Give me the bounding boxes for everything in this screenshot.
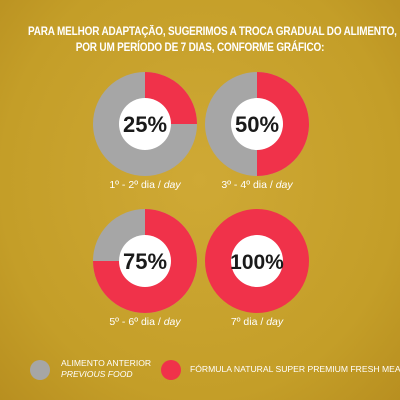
donut-center-1 [119,98,171,150]
day-range-1: 1º - 2º dia / [109,179,164,191]
legend-swatch-previous-food [30,360,50,380]
day-range-3: 5º - 6º dia / [109,316,164,328]
donut-chart-4: 100% [205,209,309,313]
title-line-2: POR UM PERÍODO DE 7 DIAS, CONFORME GRÁFI… [75,41,325,54]
donut-center-3 [119,235,171,287]
day-range-4: 7º dia / [230,316,267,328]
day-caption-2: 3º - 4º dia / day [192,179,322,191]
day-range-2: 3º - 4º dia / [221,179,276,191]
percentage-label-3: 75% [123,249,167,274]
percentage-label-2: 50% [235,112,279,137]
page-title: PARA MELHOR ADAPTAÇÃO, SUGERIMOS A TROCA… [28,24,397,56]
day-label-en-1: day [163,179,181,191]
day-label-en-4: day [266,316,284,328]
donut-chart-2: 50% [205,72,309,176]
donut-center-4 [231,235,283,287]
legend-label-new-food: FÓRMULA NATURAL SUPER PREMIUM FRESH MEAT [190,364,400,375]
legend-swatch-new-food [161,360,181,380]
legend-label-previous-food: ALIMENTO ANTERIOR PREVIOUS FOOD [61,358,151,380]
day-label-en-2: day [275,179,293,191]
donut-chart-1: 25% [93,72,197,176]
legend-previous-food-en: PREVIOUS FOOD [61,369,133,379]
day-caption-3: 5º - 6º dia / day [80,316,210,328]
title-line-1: PARA MELHOR ADAPTAÇÃO, SUGERIMOS A TROCA… [28,25,397,38]
donut-chart-3: 75% [93,209,197,313]
legend-previous-food-pt: ALIMENTO ANTERIOR [61,358,152,368]
percentage-label-4: 100% [230,251,284,274]
day-label-en-3: day [163,316,181,328]
legend-new-food: FÓRMULA NATURAL SUPER PREMIUM FRESH MEAT [190,364,400,374]
day-caption-4: 7º dia / day [192,316,322,328]
donut-center-2 [231,98,283,150]
percentage-label-1: 25% [123,112,167,137]
day-caption-1: 1º - 2º dia / day [80,179,210,191]
